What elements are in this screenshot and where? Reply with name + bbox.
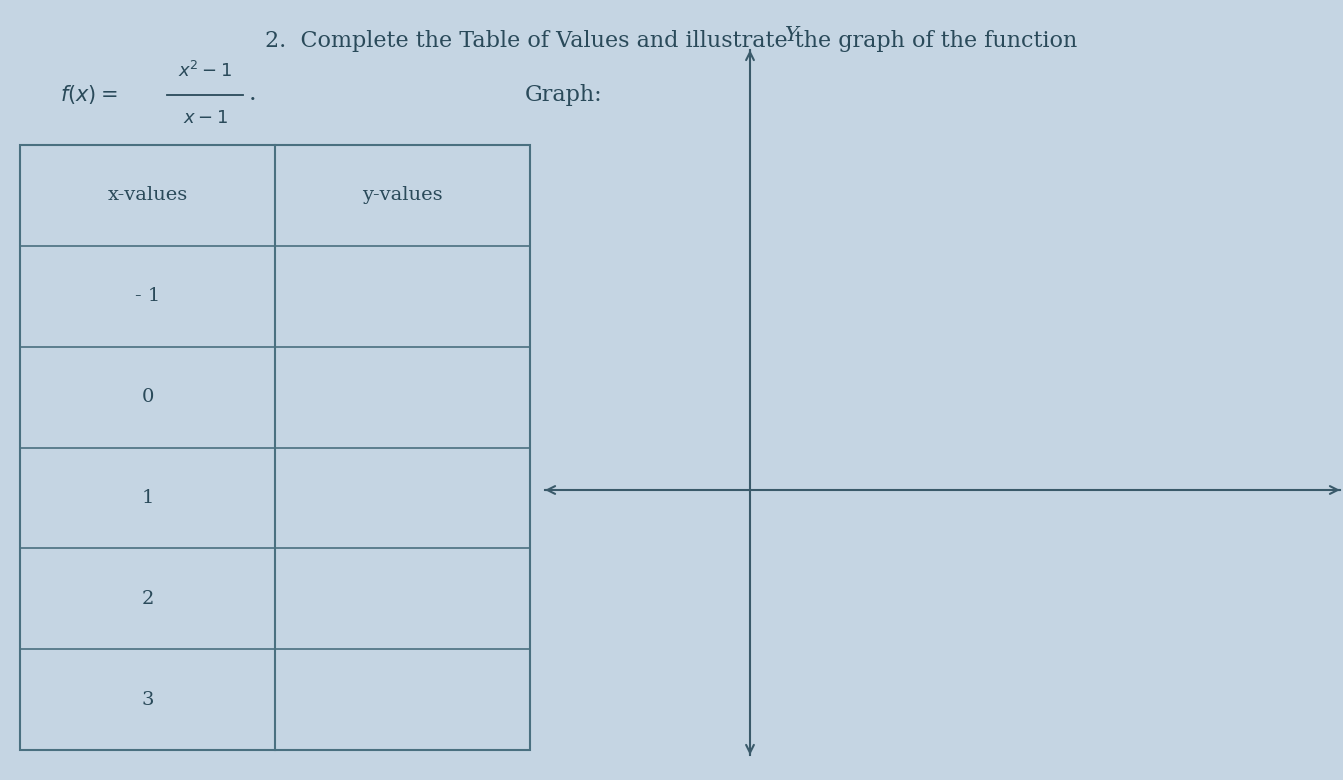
Text: y-values: y-values xyxy=(363,186,443,204)
Text: .: . xyxy=(248,81,257,105)
Text: $x^2-1$: $x^2-1$ xyxy=(179,61,232,81)
Text: 2.  Complete the Table of Values and illustrate the graph of the function: 2. Complete the Table of Values and illu… xyxy=(266,30,1077,52)
Text: 0: 0 xyxy=(141,388,153,406)
Text: $x-1$: $x-1$ xyxy=(183,109,228,127)
Text: Graph:: Graph: xyxy=(525,84,603,106)
Text: - 1: - 1 xyxy=(134,287,160,305)
Text: x-values: x-values xyxy=(107,186,188,204)
Text: $f(x) =$: $f(x) =$ xyxy=(60,83,118,107)
Text: Y: Y xyxy=(786,26,799,45)
Text: 2: 2 xyxy=(141,590,153,608)
Text: 1: 1 xyxy=(141,489,153,507)
Text: 3: 3 xyxy=(141,690,153,708)
Bar xyxy=(20,145,530,750)
